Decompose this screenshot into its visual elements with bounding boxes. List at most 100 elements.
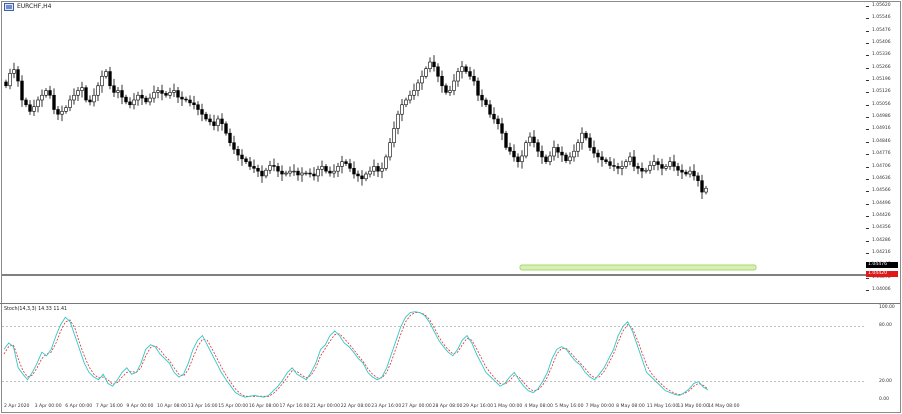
chart-title-bar: EURCHF,H4 (4, 2, 51, 12)
price-tick (866, 92, 869, 94)
chart-symbol-label: EURCHF,H4 (17, 3, 52, 10)
candle-body (252, 166, 256, 169)
time-label: 16 Apr 08:00 (248, 404, 279, 409)
price-label: 1.05476 (872, 27, 891, 33)
candle-body (648, 165, 652, 171)
candle-body (144, 97, 148, 103)
stoch-level-label: 100.00 (879, 305, 895, 310)
candle-body (304, 172, 308, 175)
price-label: 1.04566 (872, 188, 891, 194)
candle-body (396, 113, 400, 129)
candle-body (132, 99, 136, 106)
candle-body (536, 142, 540, 152)
time-label: 21 Apr 00:00 (310, 404, 341, 409)
candle-body (288, 170, 292, 174)
candle-body (280, 170, 284, 175)
candle-body (328, 170, 332, 174)
price-tick (866, 129, 869, 131)
price-label: 1.04496 (872, 200, 891, 206)
candle-body (256, 168, 260, 172)
time-label: 14 May 08:00 (708, 404, 740, 409)
time-label: 17 Apr 16:00 (279, 404, 310, 409)
candle-body (576, 142, 580, 152)
candle-body (184, 98, 188, 101)
price-label: 1.04776 (872, 151, 891, 157)
price-label: 1.04846 (872, 138, 891, 144)
candle-body (460, 66, 464, 72)
candle-body (196, 104, 200, 110)
candle-body (376, 166, 380, 172)
candle-body (612, 165, 616, 167)
price-tick (866, 290, 869, 291)
time-label: 6 Apr 00:00 (65, 404, 93, 409)
candle-body (116, 90, 120, 93)
candle-body (300, 172, 304, 176)
price-tick (866, 215, 869, 217)
candle-body (36, 99, 40, 107)
time-label: 1 May 00:00 (493, 404, 523, 409)
candle-body (96, 85, 100, 96)
time-label: 13 May 00:00 (677, 404, 709, 409)
price-tick (866, 6, 869, 7)
candle-body (488, 104, 492, 115)
chart-window-icon (4, 3, 14, 11)
candle-body (260, 170, 264, 177)
candle-body (696, 175, 700, 181)
candle-body (292, 170, 296, 173)
candle-body (452, 80, 456, 91)
candle-body (468, 71, 472, 77)
candle-body (616, 166, 620, 169)
candle-body (568, 156, 572, 162)
indicator-separator[interactable] (0, 303, 900, 304)
candle-body (12, 69, 16, 74)
stoch-signal-line (3, 312, 709, 397)
price-tick (866, 43, 869, 45)
price-label: 1.04356 (872, 225, 891, 231)
candle-body (40, 94, 44, 101)
time-label: 5 May 16:00 (554, 404, 584, 409)
price-label: 1.05196 (872, 77, 891, 83)
price-label: 1.04006 (872, 287, 891, 292)
stoch-main-line (3, 311, 709, 398)
candle-body (60, 111, 64, 115)
price-axis[interactable]: 1.05620 1.05546 1.05476 1.05406 1.05336 1.052… (866, 0, 901, 412)
price-tick (866, 67, 869, 69)
candle-body (344, 161, 348, 164)
candle-body (620, 166, 624, 169)
price-tick (866, 104, 869, 106)
support-zone-rect (519, 264, 757, 271)
price-label: 1.05266 (872, 64, 891, 70)
candle-body (532, 136, 536, 144)
candle-body (48, 90, 52, 96)
candle-body (388, 142, 392, 158)
candle-body (172, 90, 176, 93)
time-label: 28 Apr 08:00 (432, 404, 463, 409)
price-tick (866, 240, 869, 242)
price-label: 1.05546 (872, 15, 891, 21)
candle-body (400, 104, 404, 115)
price-tick (866, 55, 869, 57)
candle-body (296, 170, 300, 176)
candle-body (448, 90, 452, 93)
candle-body (572, 150, 576, 158)
candle-body (596, 152, 600, 158)
candle-body (124, 96, 128, 103)
candle-body (16, 69, 20, 82)
candle-body (504, 132, 508, 148)
time-label: 11 May 16:00 (646, 404, 679, 409)
candle-body (692, 170, 696, 177)
price-tick (866, 80, 869, 82)
candle-body (224, 123, 228, 134)
candle-body (332, 170, 336, 174)
candle-body (500, 123, 504, 134)
candle-body (644, 169, 648, 172)
candle-body (44, 90, 48, 96)
candle-body (244, 158, 248, 162)
price-label: 1.05056 (872, 101, 891, 107)
time-label: 7 Apr 16:00 (95, 404, 123, 409)
candle-body (476, 80, 480, 96)
time-axis[interactable]: 2 Apr 2020 3 Apr 00:00 6 Apr 00:00 7 Apr 16… (0, 402, 866, 412)
